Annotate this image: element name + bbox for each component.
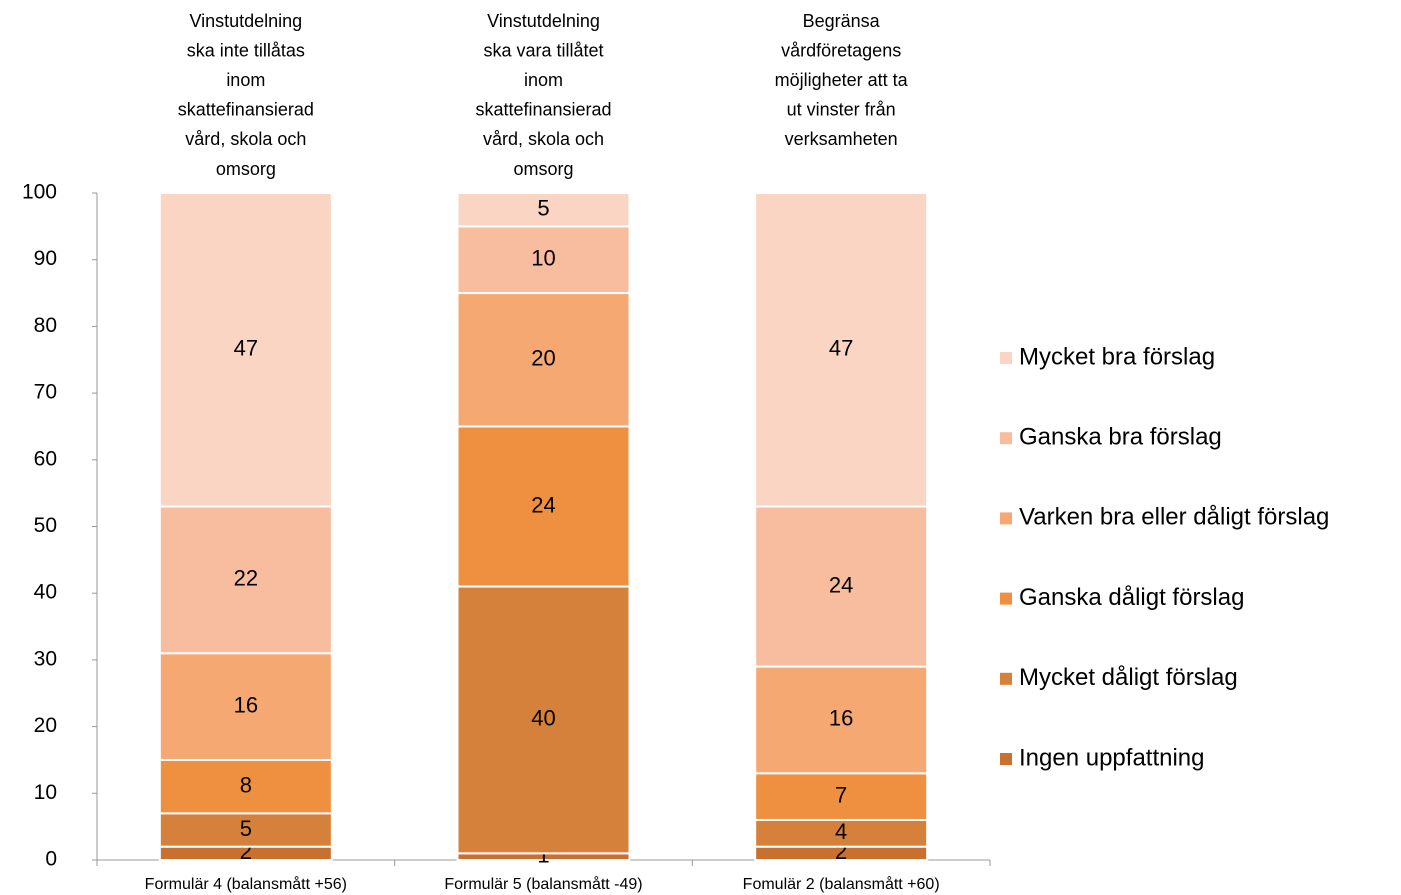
column-title: vårdföretagens [781, 40, 901, 60]
column-title: skattefinansierad [178, 100, 314, 120]
column-title: vård, skola och [185, 129, 306, 149]
y-tick-label: 10 [34, 781, 57, 804]
data-label: 24 [829, 572, 853, 597]
data-label: 16 [829, 706, 853, 731]
column-title: ska vara tillåtet [483, 40, 603, 60]
data-label: 7 [835, 782, 847, 807]
y-tick-label: 90 [34, 247, 57, 270]
bar-segment [754, 665, 929, 775]
column-title: omsorg [216, 159, 276, 179]
x-tick-label: Fomulär 2 (balansmått +60) [743, 875, 940, 893]
legend-label: Ingen uppfattning [1019, 744, 1205, 771]
legend-label: Mycket dåligt förslag [1019, 664, 1238, 691]
legend-swatch [1000, 592, 1012, 605]
bar-segment [754, 772, 929, 821]
column-title: skattefinansierad [475, 100, 611, 120]
bar-segment [158, 812, 333, 848]
legend-swatch [1000, 432, 1012, 445]
bar-segment [754, 192, 929, 508]
y-tick-label: 40 [34, 581, 57, 604]
data-label: 24 [531, 492, 555, 517]
column-title: Vinstutdelning [487, 11, 600, 31]
legend-label: Varken bra eller dåligt förslag [1019, 504, 1329, 531]
legend-swatch [1000, 512, 1012, 525]
data-label: 20 [531, 346, 555, 371]
y-tick-label: 20 [34, 714, 57, 737]
data-label: 40 [531, 706, 555, 731]
column-title: omsorg [513, 159, 573, 179]
bar-segment [158, 192, 333, 508]
data-label: 22 [234, 566, 258, 591]
x-tick-label: Formulär 5 (balansmått -49) [444, 875, 642, 893]
y-tick-label: 100 [22, 181, 57, 204]
column-title: vård, skola och [483, 129, 604, 149]
column-title: inom [524, 70, 563, 90]
bar-segment [456, 192, 631, 228]
data-label: 47 [234, 336, 258, 361]
data-label: 8 [240, 772, 252, 797]
column-title: Vinstutdelning [189, 11, 302, 31]
y-tick-label: 80 [34, 314, 57, 337]
column-title: verksamheten [785, 129, 898, 149]
data-label: 10 [531, 246, 555, 271]
y-tick-label: 0 [45, 848, 57, 871]
x-tick-label: Formulär 4 (balansmått +56) [145, 875, 347, 893]
legend-swatch [1000, 352, 1012, 364]
legend-swatch [1000, 672, 1012, 685]
y-tick-label: 70 [34, 381, 57, 404]
bar-segment [456, 225, 631, 295]
column-title: Begränsa [803, 11, 881, 31]
column-title: inom [226, 70, 265, 90]
data-label: 5 [537, 195, 549, 220]
y-tick-label: 50 [34, 514, 57, 537]
column-title: möjligheter att ta [775, 70, 909, 90]
bar-segment [754, 505, 929, 668]
data-label: 16 [234, 692, 258, 717]
bar-segment [158, 505, 333, 655]
y-tick-label: 60 [34, 447, 57, 470]
legend-label: Ganska dåligt förslag [1019, 584, 1244, 611]
legend-label: Ganska bra förslag [1019, 424, 1222, 451]
bar-segment [456, 425, 631, 588]
data-label: 47 [829, 336, 853, 361]
data-label: 5 [240, 816, 252, 841]
data-label: 4 [835, 819, 847, 844]
y-tick-label: 30 [34, 647, 57, 670]
legend-swatch [1000, 753, 1012, 765]
bar-segment [158, 652, 333, 761]
column-title: ska inte tillåtas [187, 40, 305, 60]
bar-segment [456, 292, 631, 428]
bar-segment [158, 758, 333, 815]
column-title: ut vinster från [787, 100, 896, 120]
legend-label: Mycket bra förslag [1019, 343, 1215, 370]
